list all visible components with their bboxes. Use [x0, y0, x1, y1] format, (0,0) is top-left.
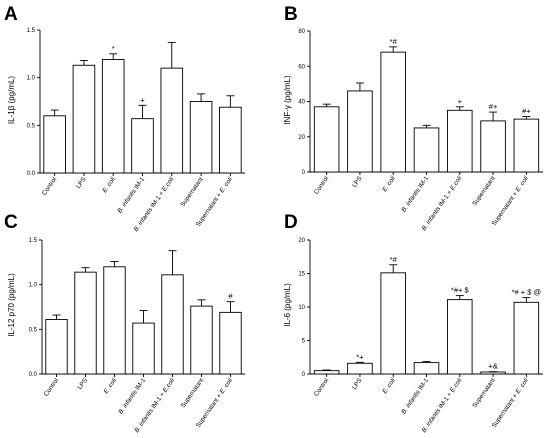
panel-d-y-axis-label: IL-6 (pg/mL)	[283, 283, 292, 327]
panel-d-x-tick-label: Control	[313, 377, 330, 398]
panel-b-y-axis-label: INF-γ (pg/mL)	[283, 75, 292, 125]
panel-c-y-axis-label: IL-12 p70 (pg/mL)	[7, 273, 16, 337]
panel-d-bar-supernatant	[480, 371, 506, 375]
panel-d-x-tick-label: Supernatant + E. coli	[491, 377, 531, 430]
panel-c-bar-supernatant	[190, 305, 213, 375]
panel-d-y-tick-label: 0	[302, 372, 306, 378]
panel-c-x-tick-label: E. coli	[103, 377, 119, 396]
panel-b-y-tick-label: 40	[298, 100, 305, 106]
panel-a-bar-lps	[72, 64, 96, 174]
panel-d-x-tick-label: B. infantis IM-1	[400, 377, 430, 416]
panel-d-bar-control	[313, 370, 340, 375]
panel-b-bar-lps	[347, 90, 373, 173]
panel-b: B INF-γ (pg/mL) 0 20 40 60 80 Control LPS *# E. co…	[283, 4, 543, 232]
panel-b-x-tick-label: B. infantis IM-1	[400, 175, 430, 214]
panel-c-x-tick-label: Supernatant	[180, 377, 206, 409]
panel-b-bar-supernatant-e-coli	[513, 118, 540, 173]
panel-d-annotation: *+	[356, 352, 364, 361]
panel-a-bar-supernatant	[189, 101, 213, 174]
panel-b-y-tick-label: 60	[298, 64, 305, 70]
panel-a-y-tick-label: 1.0	[27, 76, 36, 82]
panel-d-annotation: *#+ $	[451, 286, 470, 295]
panel-c-bar-lps	[74, 271, 97, 375]
panel-d-label: D	[284, 212, 298, 233]
panel-d-y-tick-label: 15	[298, 272, 305, 278]
panel-c-y-tick-label: 1.0	[29, 283, 38, 289]
panel-d-y-tick-label: 5	[302, 339, 306, 345]
panel-a-y-tick-label: 1.5	[27, 28, 36, 34]
panel-c-bar-control	[45, 319, 68, 375]
panel-d-y-tick-label: 20	[298, 238, 305, 244]
panel-a-x-tick-label: Control	[41, 176, 58, 197]
panel-c-x-tick-label: Control	[43, 377, 60, 398]
panel-d-annotation: *# + $ @	[512, 288, 542, 297]
panel-c-bar-b-infantis-im-1-e-coli	[161, 274, 184, 375]
panel-a-x-tick-label: E. coli	[101, 176, 117, 195]
panel-d-bar-b-infantis-im-1	[413, 362, 440, 375]
panel-c-y-tick-label: 1.5	[29, 238, 38, 244]
panel-b-annotation: *#	[390, 37, 398, 46]
panel-b-x-tick-label: E. coli	[381, 175, 397, 194]
panel-d-annotation: *#	[390, 255, 398, 264]
panel-b-y-tick-label: 0	[302, 170, 306, 176]
panel-b-label: B	[284, 4, 298, 25]
panel-a-bar-b-infantis-im-1	[131, 118, 154, 174]
panel-d-bar-e-coli	[380, 272, 406, 375]
panel-a: A IL-1β (pg/mL) 0.0 0.5 1.0 1.5 Control LPS * E. …	[4, 4, 245, 233]
panel-a-bar-supernatant-e-coli	[219, 106, 242, 174]
panel-c-bar-b-infantis-im-1	[132, 322, 155, 375]
panel-a-bar-e-coli	[101, 59, 125, 174]
panel-a-y-axis-label: IL-1β (pg/mL)	[7, 76, 16, 125]
panel-c-y-tick-label: 0.5	[29, 327, 38, 333]
panel-b-bar-e-coli	[380, 51, 406, 173]
panel-d-bar-b-infantis-im-1-e-coli	[447, 299, 473, 375]
panel-c-x-tick-label: B. infantis IM-1	[117, 377, 147, 416]
panel-a-x-tick-label: B. infantis IM-1	[116, 176, 146, 215]
panel-c-bar-e-coli	[103, 266, 126, 375]
panel-d-bar-lps	[347, 362, 373, 375]
panel-d-x-tick-label: Supernatant	[471, 377, 497, 409]
panel-d-annotation: +&	[488, 362, 497, 371]
panel-a-bar-b-infantis-im-1-e-coli	[160, 67, 184, 174]
panel-b-annotation: #+	[489, 102, 498, 111]
panel-b-bar-supernatant	[480, 120, 506, 173]
panel-b-x-tick-label: Supernatant	[471, 175, 497, 207]
panel-c-x-tick-label: LPS	[77, 377, 90, 391]
panel-b-x-tick-label: Supernatant + E. coli	[491, 175, 531, 228]
panel-d-y-tick-label: 10	[298, 305, 305, 311]
panel-d-x-tick-label: LPS	[351, 377, 364, 391]
panel-a-x-tick-label: LPS	[75, 176, 88, 190]
panel-b-annotation: #+	[522, 106, 531, 115]
panel-a-annotation: *	[112, 44, 115, 53]
panel-c: C IL-12 p70 (pg/mL) 0.0 0.5 1.0 1.5 Control LPS…	[4, 212, 245, 434]
panel-c-annotation: #	[228, 292, 233, 301]
panel-b-bar-b-infantis-im-1	[413, 127, 440, 173]
panel-c-y-tick-label: 0.0	[29, 372, 38, 378]
panel-b-annotation: +	[458, 97, 463, 106]
panel-b-bar-b-infantis-im-1-e-coli	[447, 109, 473, 173]
panel-a-label: A	[4, 4, 18, 25]
panel-d: D IL-6 (pg/mL) 0 5 10 15 20 Control *+ LPS *# E. co…	[283, 212, 543, 434]
panel-b-x-tick-label: LPS	[351, 175, 364, 189]
panel-c-bar-supernatant-e-coli	[219, 311, 242, 375]
panel-d-x-tick-label: E. coli	[381, 377, 397, 396]
panel-c-label: C	[4, 212, 18, 233]
panel-a-y-tick-label: 0.5	[27, 123, 36, 129]
panel-b-bar-control	[313, 106, 340, 173]
panel-a-annotation: +	[140, 95, 145, 104]
panel-d-bar-supernatant-e-coli	[513, 301, 540, 375]
panel-a-x-tick-label: Supernatant	[179, 176, 205, 208]
panel-b-y-tick-label: 80	[298, 29, 305, 35]
panel-b-y-tick-label: 20	[298, 135, 305, 141]
panel-b-x-tick-label: Control	[313, 175, 330, 196]
panel-a-bar-control	[43, 115, 66, 174]
panel-a-y-tick-label: 0.0	[27, 171, 36, 177]
